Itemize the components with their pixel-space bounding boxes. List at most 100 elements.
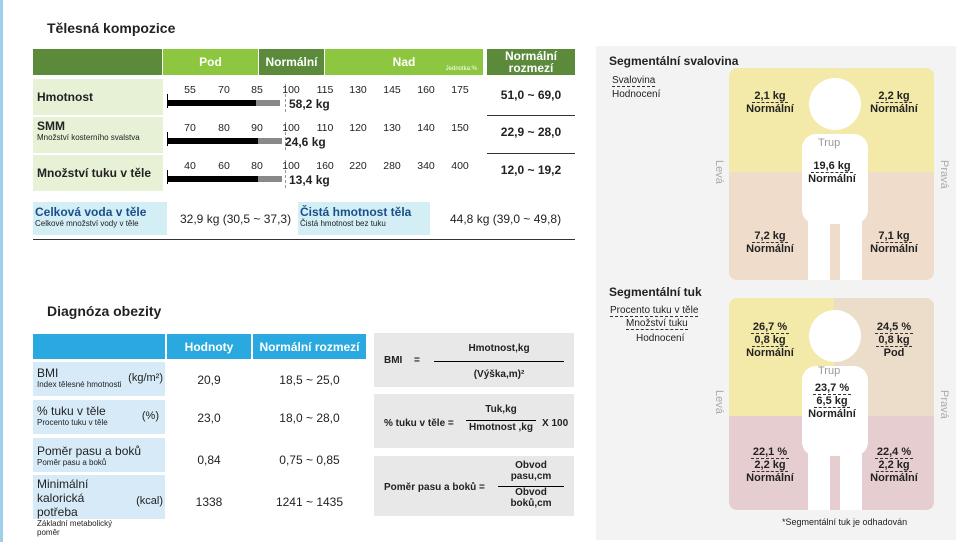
seg-fat-legend2: Množství tuku bbox=[626, 318, 688, 330]
header-range: Normální rozmezí bbox=[487, 49, 575, 75]
bar-weight bbox=[168, 100, 280, 106]
muscle-right-arm: 2,2 kg Normální bbox=[870, 90, 918, 115]
tick: 80 bbox=[251, 160, 263, 172]
seg-muscle-title: Segmentální svalovina bbox=[609, 54, 739, 68]
fat-body-silhouette bbox=[802, 310, 868, 510]
tick: 145 bbox=[383, 84, 401, 96]
tick: 130 bbox=[349, 84, 367, 96]
fat-right-leg: 22,4 % 2,2 kg Normální bbox=[870, 446, 918, 484]
fat-side-left: Levá bbox=[713, 390, 725, 414]
ob-header-values: Hodnoty bbox=[167, 334, 251, 359]
tick: 90 bbox=[251, 122, 263, 134]
fat-left-arm: 26,7 % 0,8 kg Normální bbox=[746, 321, 794, 359]
sep bbox=[487, 115, 575, 116]
tick: 160 bbox=[316, 160, 334, 172]
water-label: Celková voda v těle Celkové množství vod… bbox=[33, 202, 167, 235]
scale-fat: 40 60 80 100 160 220 280 340 400 13,4 kg bbox=[165, 160, 483, 190]
lean-value: 44,8 kg (39,0 ~ 49,8) bbox=[450, 212, 562, 226]
tick: 120 bbox=[349, 122, 367, 134]
muscle-trunk: 19,6 kg Normální bbox=[808, 160, 856, 185]
ob-label-fat: % tuku v těle Procento tuku v těle (%) bbox=[33, 400, 165, 434]
ob-value-bmr: 1338 bbox=[195, 495, 223, 509]
tick: 70 bbox=[218, 84, 230, 96]
tick: 115 bbox=[316, 84, 334, 96]
formula-bmi: BMI = Hmotnost,kg (Výška,m)² bbox=[374, 333, 574, 387]
tick: 40 bbox=[184, 160, 196, 172]
formula-whr: Poměr pasu a boků = Obvod pasu,cm Obvod … bbox=[374, 456, 574, 516]
value-fat: 13,4 kg bbox=[289, 173, 330, 187]
seg-footnote: *Segmentální tuk je odhadován bbox=[782, 517, 908, 527]
tick: 160 bbox=[417, 84, 435, 96]
ob-label-bmr: Minimální kalorická potřeba Základní met… bbox=[33, 475, 165, 537]
tick: 280 bbox=[383, 160, 401, 172]
muscle-side-right: Pravá bbox=[938, 160, 950, 189]
tick: 55 bbox=[184, 84, 196, 96]
value-weight: 58,2 kg bbox=[289, 97, 330, 111]
sep bbox=[33, 239, 575, 240]
muscle-side-left: Levá bbox=[713, 160, 725, 184]
fat-trunk-label: Trup bbox=[818, 365, 841, 377]
obesity-title: Diagnóza obezity bbox=[47, 303, 162, 319]
tick: 140 bbox=[417, 122, 435, 134]
row-label-fat: Množství tuku v těle bbox=[33, 155, 163, 191]
fat-side-right: Pravá bbox=[938, 390, 950, 419]
fat-right-arm: 24,5 % 0,8 kg Pod bbox=[874, 321, 914, 359]
row-label-weight: Hmotnost bbox=[33, 79, 163, 115]
lean-label: Čistá hmotnost těla Čistá hmotnost bez t… bbox=[298, 202, 430, 235]
range-weight: 51,0 ~ 69,0 bbox=[500, 88, 562, 102]
ob-range-bmr: 1241 ~ 1435 bbox=[275, 495, 344, 509]
row-label-smm: SMM Množství kosterního svalstva bbox=[33, 117, 163, 153]
fat-trunk: 23,7 % 6,5 kg Normální bbox=[808, 382, 856, 420]
ob-value-whr: 0,84 bbox=[197, 453, 221, 467]
ob-range-fat: 18,0 ~ 28,0 bbox=[279, 411, 340, 425]
tick: 60 bbox=[218, 160, 230, 172]
formula-fat: % tuku v těle = Tuk,kg Hmotnost ,kg X 10… bbox=[374, 394, 574, 448]
bar-smm bbox=[168, 138, 282, 144]
ob-value-fat: 23,0 bbox=[197, 411, 221, 425]
ob-label-bmi: BMI Index tělesné hmotnosti (kg/m²) bbox=[33, 362, 165, 396]
left-accent-line bbox=[0, 0, 3, 542]
ob-value-bmi: 20,9 bbox=[197, 373, 221, 387]
ob-header-range: Normální rozmezí bbox=[253, 334, 366, 359]
header-pod: Pod bbox=[163, 49, 258, 75]
muscle-left-arm: 2,1 kg Normální bbox=[746, 90, 794, 115]
ob-label-whr: Poměr pasu a boků Poměr pasu a boků bbox=[33, 438, 165, 472]
tick: 400 bbox=[451, 160, 469, 172]
muscle-trunk-label: Trup bbox=[818, 137, 841, 149]
ob-header-blank bbox=[33, 334, 165, 359]
tick: 220 bbox=[349, 160, 367, 172]
seg-fat-legend1: Procento tuku v těle bbox=[610, 305, 699, 317]
water-value: 32,9 kg (30,5 ~ 37,3) bbox=[180, 212, 292, 226]
sep bbox=[487, 153, 575, 154]
tick: 70 bbox=[184, 122, 196, 134]
tick: 85 bbox=[251, 84, 263, 96]
header-normalni: Normální bbox=[259, 49, 324, 75]
seg-muscle-legend1: Svalovina bbox=[612, 75, 656, 87]
seg-fat-legend3: Hodnocení bbox=[636, 333, 685, 344]
muscle-right-leg: 7,1 kg Normální bbox=[870, 230, 918, 255]
seg-muscle-legend2: Hodnocení bbox=[612, 89, 661, 100]
scale-weight: 55 70 85 100 115 130 145 160 175 58,2 kg bbox=[165, 84, 483, 114]
tick: 100 bbox=[282, 160, 300, 172]
bar-fat bbox=[168, 176, 282, 182]
range-fat: 12,0 ~ 19,2 bbox=[500, 163, 562, 177]
muscle-left-leg: 7,2 kg Normální bbox=[746, 230, 794, 255]
header-blank bbox=[33, 49, 162, 75]
tick: 80 bbox=[218, 122, 230, 134]
range-smm: 22,9 ~ 28,0 bbox=[500, 125, 562, 139]
tick: 100 bbox=[282, 84, 300, 96]
fat-left-leg: 22,1 % 2,2 kg Normální bbox=[746, 446, 794, 484]
tick: 100 bbox=[282, 122, 300, 134]
tick: 130 bbox=[383, 122, 401, 134]
tick: 110 bbox=[316, 122, 334, 134]
tick: 340 bbox=[417, 160, 435, 172]
body-composition-title: Tělesná kompozice bbox=[47, 20, 176, 36]
ob-range-bmi: 18,5 ~ 25,0 bbox=[279, 373, 340, 387]
ob-range-whr: 0,75 ~ 0,85 bbox=[279, 453, 340, 467]
muscle-body-silhouette bbox=[802, 78, 868, 280]
tick: 150 bbox=[451, 122, 469, 134]
value-smm: 24,6 kg bbox=[285, 135, 326, 149]
scale-smm: 70 80 90 100 110 120 130 140 150 24,6 kg bbox=[165, 122, 483, 152]
seg-fat-title: Segmentální tuk bbox=[609, 285, 702, 299]
header-unit: Jednotka:% bbox=[445, 66, 477, 72]
